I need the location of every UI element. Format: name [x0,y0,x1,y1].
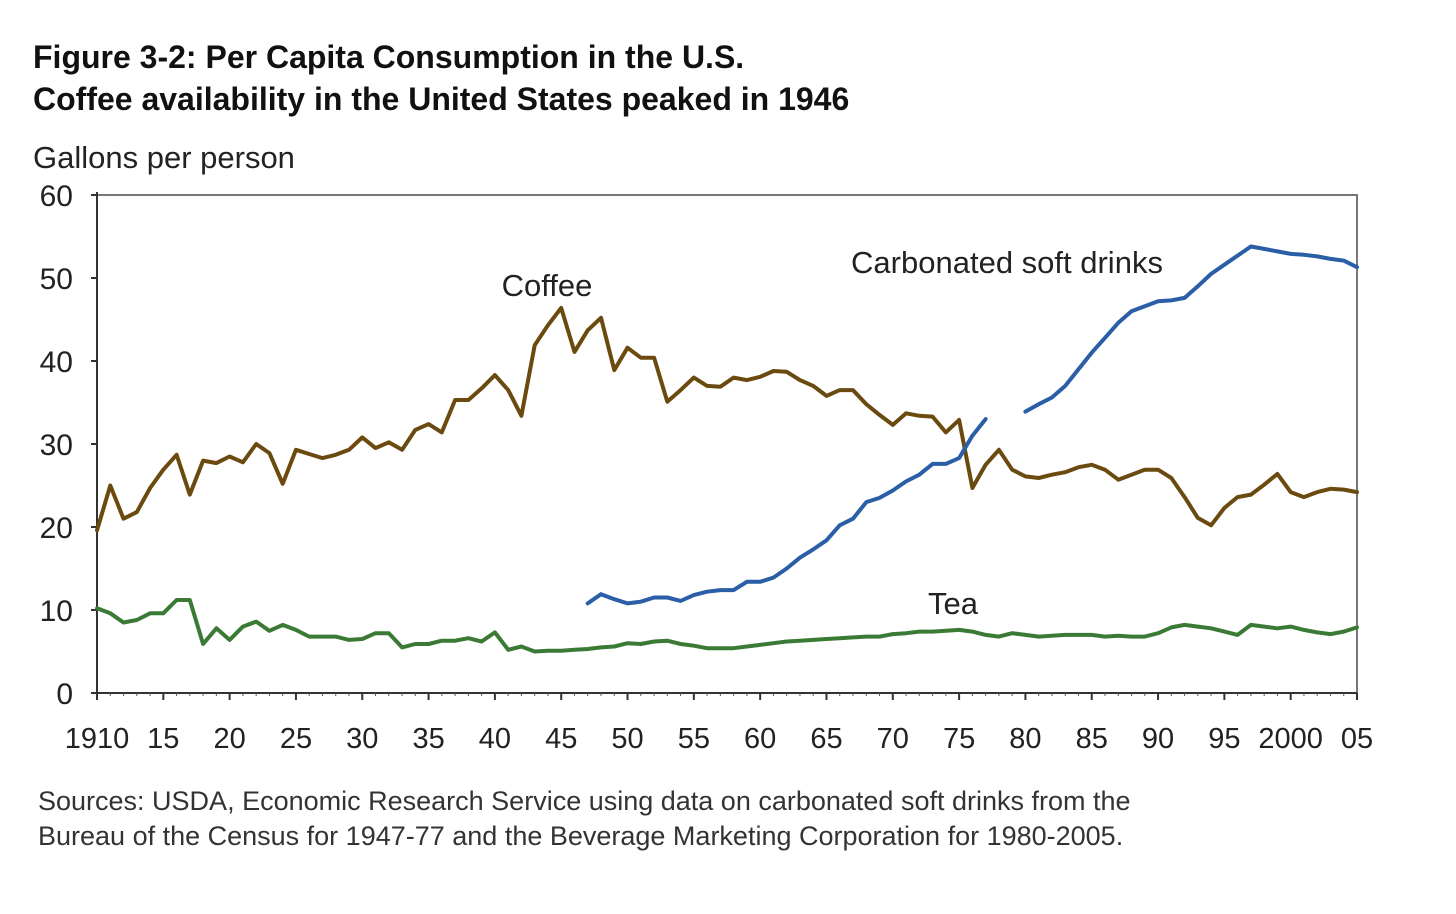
x-tick-label: 70 [877,723,909,755]
y-tick-label: 0 [56,678,73,711]
x-tick-label: 05 [1341,723,1373,755]
x-tick-label: 20 [213,723,245,755]
sources-line-1: Sources: USDA, Economic Research Service… [38,786,1131,816]
sources-line-2: Bureau of the Census for 1947-77 and the… [38,821,1124,851]
x-tick-label: 2000 [1258,723,1323,755]
x-tick-label: 40 [479,723,511,755]
chart-title-block: Figure 3-2: Per Capita Consumption in th… [33,36,849,120]
y-tick-label: 30 [40,429,73,462]
x-tick-label: 45 [545,723,577,755]
x-tick-label: 90 [1142,723,1174,755]
y-axis-label: Gallons per person [33,140,295,175]
carbonated-soft-drinks-line [1023,244,1359,414]
y-tick-label: 10 [40,595,73,628]
y-tick-label: 50 [40,263,73,296]
series-label-carbonated-soft-drinks: Carbonated soft drinks [851,245,1163,280]
chart-title: Figure 3-2: Per Capita Consumption in th… [33,39,745,75]
series-label-coffee: Coffee [502,268,593,303]
y-tick-label: 40 [40,346,73,379]
x-tick-label: 60 [744,723,776,755]
series-label-tea: Tea [928,586,979,621]
sources-note: Sources: USDA, Economic Research Service… [38,784,1131,854]
x-tick-label: 55 [678,723,710,755]
x-tick-label: 1910 [65,723,130,755]
x-tick-label: 15 [147,723,179,755]
y-tick-label: 60 [40,180,73,213]
plot-frame [96,194,1358,694]
x-tick-label: 75 [943,723,975,755]
x-tick-label: 25 [280,723,312,755]
x-tick-label: 30 [346,723,378,755]
chart-subtitle: Coffee availability in the United States… [33,81,850,117]
y-tick-label: 20 [40,512,73,545]
x-tick-label: 80 [1009,723,1041,755]
x-tick-label: 35 [412,723,444,755]
tea-line [95,598,1359,654]
x-tick-label: 85 [1076,723,1108,755]
carbonated-soft-drinks-line [585,417,988,606]
x-tick-label: 50 [611,723,643,755]
coffee-line [95,305,1359,533]
x-tick-label: 65 [810,723,842,755]
x-tick-label: 95 [1208,723,1240,755]
